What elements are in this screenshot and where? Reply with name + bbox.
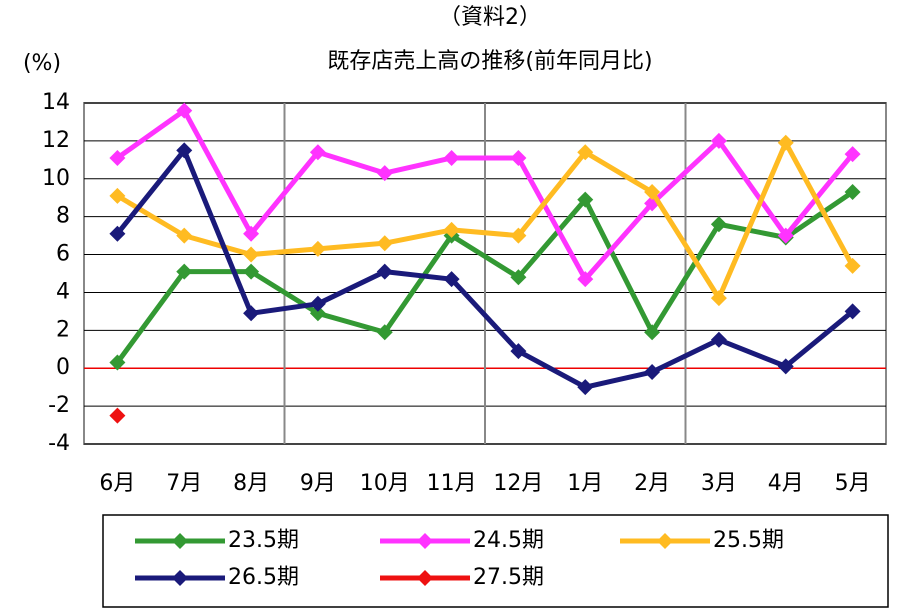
data-point: [443, 221, 460, 238]
legend-marker: [172, 533, 188, 549]
series-line: [115, 108, 855, 282]
data-point: [443, 149, 460, 166]
series-line: [116, 140, 855, 301]
legend-label: 24.5期: [473, 528, 544, 553]
x-tick-label: 2月: [634, 471, 670, 496]
x-tick-label: 1月: [567, 471, 603, 496]
x-tick-label: 5月: [835, 471, 871, 496]
data-point: [443, 271, 460, 288]
series-line: [115, 147, 855, 390]
data-point: [777, 227, 794, 244]
data-point: [710, 331, 727, 348]
data-point: [577, 271, 594, 288]
legend-marker: [172, 570, 188, 586]
data-point: [243, 225, 260, 242]
data-point: [109, 187, 126, 204]
x-tick-label: 9月: [300, 471, 336, 496]
data-point: [644, 184, 661, 201]
data-point: [309, 144, 326, 161]
data-point: [109, 354, 126, 371]
data-point: [710, 290, 727, 307]
x-tick-label: 10月: [360, 471, 410, 496]
data-point: [644, 324, 661, 341]
legend-label: 25.5期: [713, 528, 784, 553]
y-tick-label: 2: [56, 317, 70, 342]
y-tick-label: 14: [42, 90, 70, 115]
data-point: [510, 227, 527, 244]
legend-marker: [417, 533, 433, 549]
data-point: [376, 324, 393, 341]
legend-box: [102, 514, 889, 608]
legend-label: 27.5期: [473, 565, 544, 590]
y-tick-label: -4: [48, 431, 70, 456]
legend-label: 26.5期: [228, 565, 299, 590]
data-point: [844, 257, 861, 274]
data-point: [510, 149, 527, 166]
data-point: [109, 225, 126, 242]
x-tick-label: 11月: [427, 471, 477, 496]
series-line: [115, 189, 854, 365]
data-point: [176, 102, 193, 119]
y-tick-label: 10: [42, 166, 70, 191]
data-point: [777, 134, 794, 151]
data-point: [844, 184, 861, 201]
legend-marker: [417, 570, 433, 586]
data-point: [844, 146, 861, 163]
y-tick-label: 0: [56, 355, 70, 380]
data-point: [710, 216, 727, 233]
x-tick-label: 12月: [493, 471, 543, 496]
data-point: [577, 144, 594, 161]
y-tick-label: -2: [48, 393, 70, 418]
data-point: [376, 165, 393, 182]
data-point: [510, 269, 527, 286]
y-tick-label: 12: [42, 128, 70, 153]
data-point: [510, 343, 527, 360]
data-point: [777, 358, 794, 375]
y-tick-label: 6: [56, 242, 70, 267]
data-point: [577, 191, 594, 208]
data-point: [176, 227, 193, 244]
y-tick-label: 8: [56, 204, 70, 229]
data-point: [243, 246, 260, 263]
data-point: [243, 263, 260, 280]
legend-label: 23.5期: [228, 528, 299, 553]
x-tick-label: 3月: [701, 471, 737, 496]
data-point: [176, 263, 193, 280]
data-point: [376, 263, 393, 280]
data-point: [109, 149, 126, 166]
data-point: [309, 240, 326, 257]
data-point: [376, 235, 393, 252]
x-tick-label: 7月: [166, 471, 202, 496]
x-tick-label: 4月: [768, 471, 804, 496]
data-point: [176, 142, 193, 159]
data-point: [844, 303, 861, 320]
x-tick-label: 6月: [99, 471, 135, 496]
data-point: [309, 295, 326, 312]
legend-marker: [657, 533, 673, 549]
data-point: [309, 305, 326, 322]
data-point: [644, 364, 661, 381]
chart-title: （資料2）: [439, 5, 541, 30]
y-tick-label: 4: [56, 279, 70, 304]
data-point: [109, 407, 126, 424]
x-tick-label: 8月: [233, 471, 269, 496]
chart-subtitle: 既存店売上高の推移(前年同月比): [327, 49, 652, 74]
data-point: [710, 132, 727, 149]
data-point: [243, 305, 260, 322]
data-point: [577, 379, 594, 396]
y-axis-label: (%): [23, 51, 61, 76]
